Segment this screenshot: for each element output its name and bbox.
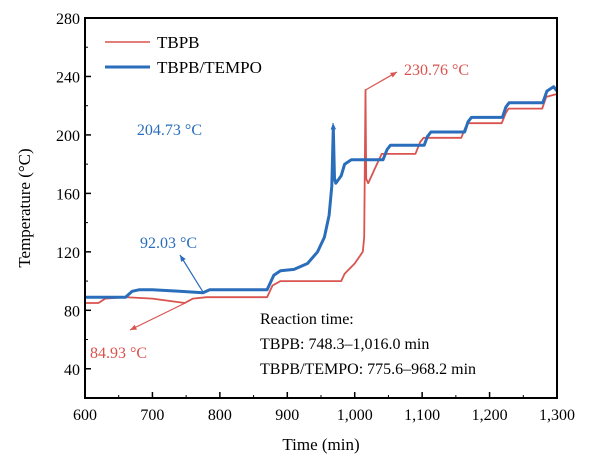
x-axis-label: Time (min) bbox=[282, 435, 359, 454]
reaction-time-note: Reaction time: TBPB: 748.3–1,016.0 min T… bbox=[260, 311, 476, 378]
legend-label-tbpb: TBPB bbox=[157, 33, 200, 52]
x-tick-label: 1,200 bbox=[472, 407, 508, 424]
annotation-label: 84.93 °C bbox=[90, 345, 147, 362]
annotation-label: 204.73 °C bbox=[137, 122, 202, 139]
y-tick-label: 240 bbox=[56, 69, 80, 86]
arrow-head-icon bbox=[180, 255, 186, 262]
annotation-label: 92.03 °C bbox=[140, 235, 197, 252]
annotation-label: 230.76 °C bbox=[404, 62, 469, 79]
y-tick-label: 120 bbox=[56, 245, 80, 262]
y-tick-label: 80 bbox=[64, 303, 80, 320]
note-line-1: Reaction time: bbox=[260, 311, 354, 328]
y-tick-label: 200 bbox=[56, 128, 80, 145]
x-tick-label: 600 bbox=[73, 407, 97, 424]
y-axis-label: Temperature (°C) bbox=[15, 148, 34, 267]
x-tick-label: 1,300 bbox=[539, 407, 575, 424]
legend: TBPB TBPB/TEMPO bbox=[105, 33, 262, 77]
legend-label-tbpb-tempo: TBPB/TEMPO bbox=[157, 58, 262, 77]
x-tick-label: 1,100 bbox=[404, 407, 440, 424]
x-tick-label: 700 bbox=[140, 407, 164, 424]
arrow-head-icon bbox=[331, 123, 336, 130]
x-tick-label: 800 bbox=[208, 407, 232, 424]
note-line-3: TBPB/TEMPO: 775.6–968.2 min bbox=[260, 361, 476, 378]
y-tick-label: 40 bbox=[64, 362, 80, 379]
y-tick-label: 160 bbox=[56, 186, 80, 203]
annotation-arrow bbox=[130, 303, 185, 330]
note-line-2: TBPB: 748.3–1,016.0 min bbox=[260, 336, 429, 353]
y-tick-label: 280 bbox=[56, 11, 80, 28]
series-line-tbpb-tempo bbox=[85, 87, 557, 298]
annotation-arrow bbox=[180, 255, 203, 293]
x-tick-label: 900 bbox=[275, 407, 299, 424]
x-tick-label: 1,000 bbox=[337, 407, 373, 424]
